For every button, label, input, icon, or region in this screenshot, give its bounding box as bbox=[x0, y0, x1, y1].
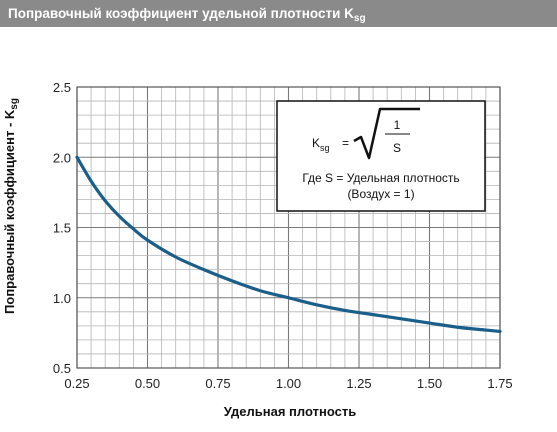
x-tick-label: 0.50 bbox=[135, 376, 160, 391]
x-tick-label: 0.75 bbox=[205, 376, 230, 391]
formula-lhs-symbol: K bbox=[312, 136, 320, 150]
formula-denominator: S bbox=[393, 141, 401, 155]
y-tick-label: 0.5 bbox=[53, 361, 71, 376]
formula-numerator: 1 bbox=[394, 118, 401, 132]
chart-title: Поправочный коэффициент удельной плотнос… bbox=[0, 0, 557, 27]
x-tick-label: 1.25 bbox=[346, 376, 371, 391]
x-tick-label: 1.00 bbox=[276, 376, 301, 391]
y-tick-label: 1.5 bbox=[53, 221, 71, 236]
plot-frame bbox=[76, 86, 501, 369]
chart-title-text: Поправочный коэффициент удельной плотнос… bbox=[8, 6, 354, 21]
formula-box-frame bbox=[276, 100, 486, 212]
formula-box: Ksg = 1 S Где S = Удельная плотность (Во… bbox=[276, 100, 486, 212]
x-tick-label: 1.50 bbox=[417, 376, 442, 391]
formula-lhs-subscript: sg bbox=[320, 143, 330, 153]
tick-labels: 0.25 0.50 0.75 1.00 1.25 1.50 1.75 2.5 2.0 1.5 1.0… bbox=[53, 80, 513, 391]
x-tick-label: 0.25 bbox=[64, 376, 89, 391]
y-tick-label: 2.5 bbox=[53, 80, 71, 95]
y-tick-label: 1.0 bbox=[53, 291, 71, 306]
x-axis-label: Удельная плотность bbox=[223, 404, 357, 419]
series-line bbox=[75, 155, 502, 334]
formula-equals: = bbox=[342, 136, 349, 150]
y-tick-label: 2.0 bbox=[53, 150, 71, 165]
x-tick-label: 1.75 bbox=[487, 376, 512, 391]
chart-title-subscript: sg bbox=[353, 13, 366, 24]
sqrt-radical-icon bbox=[353, 107, 420, 160]
formula-note-line2: (Воздух = 1) bbox=[347, 187, 414, 201]
formula-lhs: Ksg bbox=[312, 136, 330, 153]
formula-note-line1: Где S = Удельная плотность bbox=[302, 171, 459, 185]
